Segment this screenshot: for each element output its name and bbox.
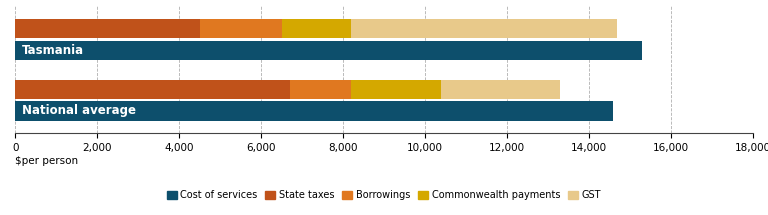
X-axis label: $per person: $per person [15,156,78,166]
Text: National average: National average [22,104,135,117]
Bar [200,19,282,38]
Bar [351,80,442,99]
Bar [442,80,560,99]
Bar [290,80,351,99]
Bar [15,80,290,99]
Bar [15,41,642,60]
Bar [282,19,351,38]
Bar [15,19,200,38]
Bar [15,101,614,121]
Bar [351,19,617,38]
Text: Tasmania: Tasmania [22,44,84,57]
Legend: Cost of services, State taxes, Borrowings, Commonwealth payments, GST: Cost of services, State taxes, Borrowing… [163,186,605,204]
